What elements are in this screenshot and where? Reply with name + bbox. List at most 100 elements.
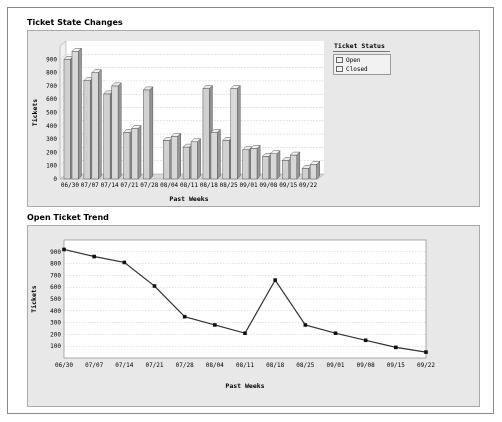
- x-tick-label: 08/11: [180, 182, 198, 189]
- bar-chart-svg: 0 100 200 300 400 500 600 700 800 900 Tickets 06/30…: [31, 40, 325, 203]
- data-point: [213, 323, 217, 327]
- bar-front: [190, 141, 198, 180]
- bar-side: [98, 68, 102, 180]
- x-tick-label: 08/11: [236, 362, 254, 369]
- x-tick-label: 09/08: [259, 182, 277, 189]
- y-tick-label: 800: [50, 261, 61, 268]
- bar-side: [276, 150, 281, 180]
- data-point: [92, 254, 96, 259]
- x-tick-label: 09/01: [240, 182, 258, 189]
- x-axis-label: Past Weeks: [225, 382, 264, 390]
- y-tick-label: 200: [46, 149, 57, 156]
- bar-front: [91, 72, 99, 180]
- data-point: [363, 338, 368, 343]
- bar-front: [71, 51, 79, 180]
- x-tick-label: 09/15: [279, 182, 297, 189]
- y-tick-label: 500: [46, 110, 57, 117]
- x-axis-label: Past Weeks: [169, 195, 208, 203]
- y-tick-label: 700: [50, 272, 61, 279]
- bar-front: [162, 140, 170, 180]
- data-point: [303, 323, 308, 327]
- bar-side: [237, 84, 241, 180]
- bar-front: [131, 128, 139, 180]
- bar-front: [222, 140, 230, 180]
- x-tick-label: 07/28: [140, 182, 158, 189]
- y-axis-label: Tickets: [30, 285, 38, 312]
- data-point: [273, 278, 277, 282]
- bar-front: [63, 59, 71, 180]
- x-tick-label: 08/04: [160, 182, 178, 189]
- bar-side: [296, 151, 301, 180]
- bar-front: [103, 93, 111, 180]
- bar-front: [210, 132, 218, 180]
- x-tick-label: 06/30: [55, 362, 73, 369]
- data-point: [122, 260, 127, 265]
- bar-side: [197, 138, 201, 180]
- x-tick-label: 09/15: [387, 362, 405, 369]
- legend-title: Ticket Status: [334, 42, 385, 50]
- bar-side: [316, 160, 320, 180]
- line-chart-title: Open Ticket Trend: [27, 213, 109, 222]
- y-tick-label: 100: [50, 343, 61, 350]
- x-tick-label: 08/25: [220, 182, 238, 189]
- bar-front: [111, 85, 119, 180]
- bar-front: [143, 89, 151, 180]
- y-tick-label: 600: [46, 96, 57, 103]
- data-point: [394, 345, 398, 350]
- bar-side: [137, 124, 142, 180]
- x-tick-label: 07/21: [145, 362, 163, 369]
- x-tick-label: 09/01: [326, 362, 344, 369]
- bar-side: [256, 144, 261, 180]
- data-point: [424, 350, 428, 354]
- bar-side: [117, 82, 122, 180]
- y-tick-label: 300: [50, 320, 61, 327]
- y-tick-label: 800: [46, 70, 57, 77]
- legend-swatch-closed: [336, 66, 343, 72]
- x-tick-label: 08/18: [200, 182, 218, 189]
- y-tick-label: 400: [46, 123, 57, 130]
- bar-chart-title: Ticket State Changes: [27, 18, 123, 27]
- y-tick-label: 200: [50, 331, 61, 338]
- x-tick-label: 07/14: [115, 362, 133, 369]
- bar-front: [182, 146, 190, 180]
- bar-front: [301, 168, 309, 180]
- bar-front: [262, 156, 270, 180]
- bar-front: [242, 149, 250, 180]
- x-tick-label: 09/08: [357, 362, 375, 369]
- x-tick-label: 07/28: [176, 362, 194, 369]
- y-tick-label: 300: [46, 136, 57, 143]
- legend-box: [333, 54, 391, 75]
- x-tick-label: 09/22: [417, 362, 435, 369]
- x-tick-label: 07/21: [120, 182, 138, 189]
- bar-front: [282, 160, 290, 180]
- x-tick-label: 07/07: [85, 362, 103, 369]
- y-tick-label: 400: [50, 308, 61, 315]
- x-tick-label: 09/22: [299, 182, 317, 189]
- legend-label-open: Open: [346, 57, 361, 64]
- bar-front: [270, 153, 278, 180]
- bar-front: [170, 136, 178, 180]
- x-tick-label: 07/14: [101, 182, 119, 189]
- data-point: [182, 314, 187, 319]
- bar-side: [78, 47, 82, 180]
- bar-side: [217, 128, 221, 180]
- data-point: [62, 247, 66, 252]
- bar-chart-panel: 0 100 200 300 400 500 600 700 800 900 Tickets 06/30…: [27, 30, 480, 207]
- x-tick-label: 08/25: [296, 362, 314, 369]
- x-tick-label: 08/04: [206, 362, 224, 369]
- x-tick-label: 06/30: [61, 182, 79, 189]
- y-axis-label: Tickets: [31, 99, 39, 126]
- y-tick-label: 900: [46, 56, 57, 63]
- legend-swatch-open: [336, 57, 343, 63]
- y-tick-label: 100: [46, 163, 57, 170]
- bar-side: [177, 132, 181, 180]
- bar-side: [149, 86, 154, 180]
- bar-front: [123, 132, 131, 180]
- x-tick-label: 08/18: [266, 362, 284, 369]
- data-point: [152, 284, 157, 288]
- legend-title-underline: [333, 51, 390, 52]
- data-point: [243, 331, 247, 336]
- y-tick-label: 600: [50, 284, 61, 291]
- legend-label-closed: Closed: [346, 66, 368, 73]
- bar-front: [83, 80, 91, 180]
